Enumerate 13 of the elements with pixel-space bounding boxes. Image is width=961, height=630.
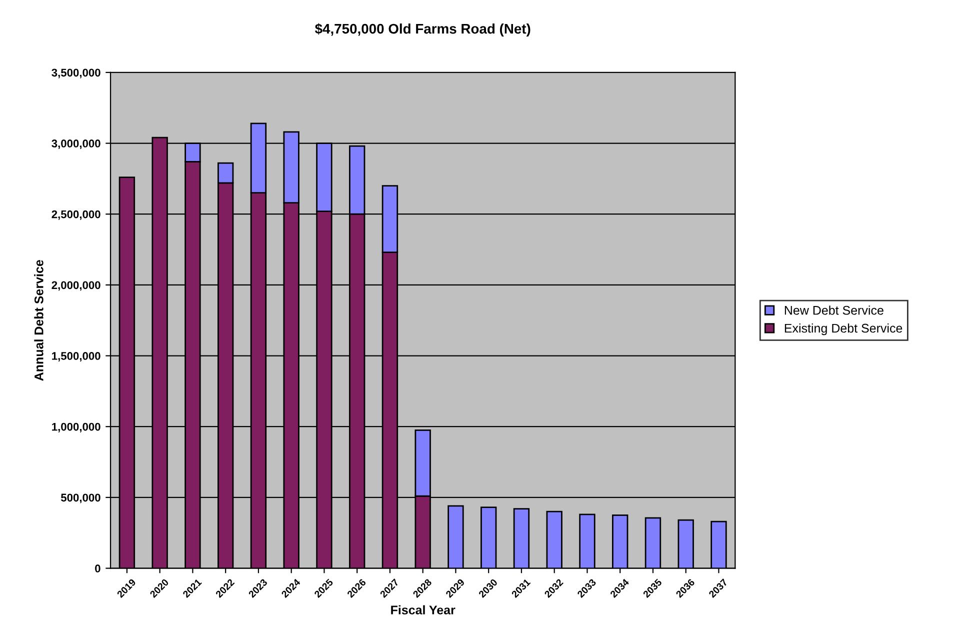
y-tick-label: 1,000,000 bbox=[52, 422, 100, 432]
y-tick-label: 2,000,000 bbox=[52, 281, 100, 291]
legend-label: Existing Debt Service bbox=[784, 323, 902, 336]
legend-label: New Debt Service bbox=[784, 306, 884, 315]
chart-title: $4,750,000 Old Farms Road (Net) bbox=[314, 23, 530, 36]
y-tick-label: 1,500,000 bbox=[52, 352, 100, 362]
y-axis-title: Annual Debt Service bbox=[34, 260, 44, 381]
y-tick-label: 3,500,000 bbox=[52, 68, 100, 78]
x-axis-title: Fiscal Year bbox=[391, 605, 456, 614]
y-tick-label: 3,000,000 bbox=[52, 140, 100, 150]
y-tick-label: 500,000 bbox=[60, 494, 100, 504]
y-tick-label: 0 bbox=[95, 564, 100, 572]
y-tick-label: 2,500,000 bbox=[52, 210, 100, 220]
